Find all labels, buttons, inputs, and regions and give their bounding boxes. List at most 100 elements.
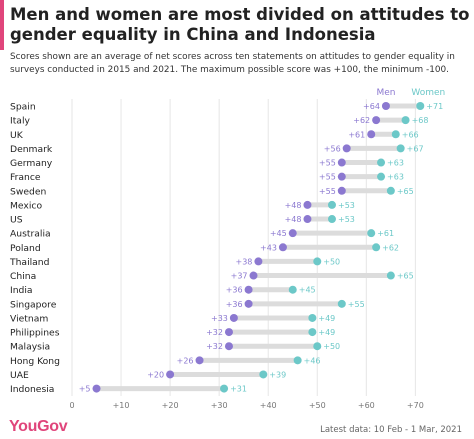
women-value-label: +31 <box>230 385 247 394</box>
men-value-label: +33 <box>211 314 228 323</box>
x-tick-label: +40 <box>260 401 277 410</box>
legend-men: Men <box>376 88 395 98</box>
x-tick-label: +10 <box>113 401 130 410</box>
women-dot <box>396 144 405 153</box>
category-label: India <box>10 285 33 296</box>
chart-title: Men and women are most divided on attitu… <box>10 5 470 44</box>
women-value-label: +49 <box>318 314 335 323</box>
women-value-label: +67 <box>407 144 424 153</box>
men-value-label: +62 <box>353 116 370 125</box>
women-value-label: +39 <box>269 370 286 379</box>
women-dot <box>391 130 400 139</box>
women-value-label: +53 <box>338 201 355 210</box>
category-label: China <box>10 271 36 282</box>
women-dot <box>313 342 322 351</box>
x-tick-label: 0 <box>69 401 74 410</box>
men-dot <box>288 229 297 238</box>
category-label: Denmark <box>10 144 53 155</box>
men-dot <box>229 313 238 322</box>
men-value-label: +64 <box>363 102 380 111</box>
women-value-label: +68 <box>412 116 429 125</box>
men-value-label: +36 <box>226 300 243 309</box>
men-value-label: +32 <box>206 342 223 351</box>
category-label: Spain <box>10 102 36 113</box>
x-tick-label: +60 <box>358 401 375 410</box>
women-value-label: +50 <box>323 257 340 266</box>
chart-subtitle: Scores shown are an average of net score… <box>10 52 455 75</box>
women-dot <box>327 200 336 209</box>
women-dot <box>259 370 268 379</box>
men-dot <box>367 130 376 139</box>
women-value-label: +62 <box>382 243 399 252</box>
men-value-label: +20 <box>147 370 164 379</box>
category-label: Germany <box>10 158 53 169</box>
category-label: Australia <box>10 229 51 240</box>
men-value-label: +37 <box>231 272 248 281</box>
men-value-label: +43 <box>260 243 277 252</box>
category-label: Poland <box>10 243 41 254</box>
men-value-label: +48 <box>285 215 302 224</box>
women-dot <box>386 186 395 195</box>
men-value-label: +56 <box>324 144 341 153</box>
men-value-label: +61 <box>348 130 365 139</box>
men-dot <box>166 370 175 379</box>
category-label: Indonesia <box>10 384 54 395</box>
category-label: Mexico <box>10 200 42 211</box>
category-label: Philippines <box>10 328 60 339</box>
men-dot <box>254 257 263 266</box>
men-value-label: +26 <box>177 356 194 365</box>
category-label: Italy <box>10 116 30 127</box>
men-value-label: +55 <box>319 173 336 182</box>
men-value-label: +38 <box>236 257 253 266</box>
category-label: UAE <box>10 370 29 381</box>
men-dot <box>278 243 287 252</box>
women-value-label: +50 <box>323 342 340 351</box>
men-dot <box>381 102 390 110</box>
men-value-label: +55 <box>319 187 336 196</box>
men-value-label: +48 <box>285 201 302 210</box>
x-tick-label: +30 <box>211 401 228 410</box>
category-label: Vietnam <box>10 313 48 324</box>
women-dot <box>372 243 381 252</box>
women-value-label: +46 <box>304 356 321 365</box>
brand-accent-bar <box>0 0 4 50</box>
women-dot <box>288 285 297 294</box>
category-label: Thailand <box>9 257 49 268</box>
women-value-label: +63 <box>387 159 404 168</box>
men-dot <box>224 342 233 351</box>
category-label: US <box>10 215 23 226</box>
women-value-label: +45 <box>299 286 316 295</box>
men-dot <box>337 172 346 181</box>
men-value-label: +55 <box>319 159 336 168</box>
women-dot <box>337 299 346 308</box>
category-label: Hong Kong <box>10 356 60 367</box>
category-label: UK <box>10 130 24 141</box>
men-value-label: +32 <box>206 328 223 337</box>
men-dot <box>342 144 351 153</box>
x-tick-label: +50 <box>309 401 326 410</box>
men-dot <box>303 215 312 224</box>
category-label: Malaysia <box>10 342 50 353</box>
men-dot <box>337 186 346 195</box>
men-dot <box>337 158 346 167</box>
women-value-label: +61 <box>377 229 394 238</box>
women-dot <box>313 257 322 266</box>
category-label: France <box>10 172 41 183</box>
x-tick-label: +20 <box>162 401 179 410</box>
yougov-logo: YouGov <box>9 418 68 435</box>
women-dot <box>220 384 229 393</box>
women-dot <box>386 271 395 280</box>
women-value-label: +65 <box>397 272 414 281</box>
women-dot <box>377 158 386 167</box>
women-value-label: +65 <box>397 187 414 196</box>
women-dot <box>327 215 336 224</box>
men-value-label: +5 <box>79 385 91 394</box>
men-dot <box>92 384 101 393</box>
women-value-label: +63 <box>387 173 404 182</box>
men-dot <box>244 299 253 308</box>
men-dot <box>303 200 312 209</box>
women-value-label: +71 <box>426 102 443 111</box>
men-dot <box>249 271 258 280</box>
men-dot <box>244 285 253 294</box>
